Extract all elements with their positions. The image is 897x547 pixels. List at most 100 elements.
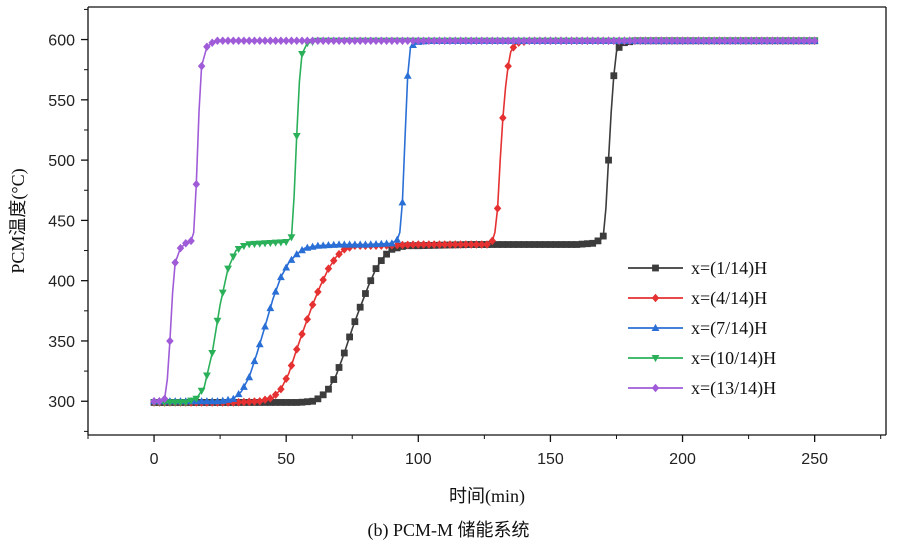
data-point xyxy=(689,36,697,46)
data-point xyxy=(509,36,518,46)
data-point xyxy=(493,204,502,213)
data-point xyxy=(419,240,428,249)
data-point xyxy=(187,236,195,246)
data-point xyxy=(219,36,227,46)
data-point xyxy=(573,36,581,46)
data-point xyxy=(403,240,412,250)
data-point xyxy=(362,290,369,297)
data-point xyxy=(276,272,285,281)
legend-item: x=(10/14)H xyxy=(628,348,776,369)
data-point xyxy=(282,399,290,406)
data-point xyxy=(361,36,370,46)
data-point xyxy=(160,394,169,404)
data-point xyxy=(239,382,248,390)
data-point xyxy=(256,396,264,406)
data-point xyxy=(340,349,348,357)
data-point xyxy=(773,36,782,46)
data-point xyxy=(488,236,497,246)
data-point xyxy=(504,36,512,46)
legend-item: x=(4/14)H xyxy=(628,288,767,309)
data-point xyxy=(229,394,238,402)
legend-marker xyxy=(652,264,659,272)
data-point xyxy=(224,36,232,46)
data-point xyxy=(789,36,798,46)
data-point xyxy=(588,36,597,46)
data-point xyxy=(308,300,317,310)
data-point xyxy=(726,36,734,46)
legend-marker xyxy=(651,383,660,393)
data-point xyxy=(393,235,402,243)
data-point xyxy=(715,36,724,46)
data-point xyxy=(314,287,322,297)
data-point xyxy=(351,318,359,326)
data-point xyxy=(504,241,512,248)
data-point xyxy=(345,36,354,46)
data-point xyxy=(287,36,296,46)
data-point xyxy=(271,239,280,247)
legend-item: x=(13/14)H xyxy=(628,378,776,399)
data-point xyxy=(361,240,370,248)
data-point xyxy=(234,36,243,46)
data-point xyxy=(557,36,565,46)
data-point xyxy=(319,391,327,399)
data-point xyxy=(742,36,750,46)
data-point xyxy=(589,239,597,247)
data-point xyxy=(419,36,428,46)
data-point xyxy=(387,239,396,247)
series-5 xyxy=(150,36,819,406)
data-point xyxy=(335,364,343,371)
data-point xyxy=(472,240,481,249)
legend-label: x=(10/14)H xyxy=(691,348,776,369)
data-point xyxy=(499,241,507,248)
data-point xyxy=(319,275,327,285)
data-point xyxy=(562,241,570,248)
legend-label: x=(1/14)H xyxy=(691,258,767,279)
data-point xyxy=(356,240,365,248)
data-point xyxy=(176,243,185,253)
data-point xyxy=(483,240,491,249)
data-point xyxy=(367,277,375,285)
data-point xyxy=(462,36,470,46)
data-point xyxy=(335,249,343,259)
data-point xyxy=(382,239,391,247)
data-point xyxy=(292,132,301,141)
data-point xyxy=(721,36,729,46)
data-point xyxy=(272,399,280,406)
data-point xyxy=(224,265,232,273)
data-point xyxy=(377,257,385,264)
data-point xyxy=(277,384,285,394)
data-point xyxy=(620,36,629,46)
data-point xyxy=(261,322,269,330)
data-point xyxy=(510,241,517,248)
data-point xyxy=(234,397,243,407)
data-point xyxy=(736,36,745,46)
data-point xyxy=(456,240,465,249)
data-point xyxy=(277,36,285,46)
data-point xyxy=(240,36,248,46)
data-point xyxy=(324,241,333,249)
x-tick-label: 150 xyxy=(537,451,564,468)
data-point xyxy=(568,241,575,248)
data-point xyxy=(313,241,322,249)
data-point xyxy=(266,36,275,46)
data-point xyxy=(515,241,523,248)
data-point xyxy=(520,241,528,248)
data-point xyxy=(383,250,390,258)
data-point xyxy=(615,36,623,46)
data-point xyxy=(293,36,301,46)
data-point xyxy=(477,36,486,46)
data-point xyxy=(319,36,327,46)
data-point xyxy=(377,36,386,46)
data-point xyxy=(303,36,312,46)
data-point xyxy=(218,289,227,297)
data-point xyxy=(271,36,280,46)
data-point xyxy=(414,36,423,46)
data-point xyxy=(425,240,433,249)
data-point xyxy=(166,399,174,407)
data-point xyxy=(409,36,417,46)
data-point xyxy=(319,241,328,249)
data-point xyxy=(330,376,338,383)
data-point xyxy=(403,71,412,79)
data-point xyxy=(403,36,412,46)
data-point xyxy=(705,36,713,46)
